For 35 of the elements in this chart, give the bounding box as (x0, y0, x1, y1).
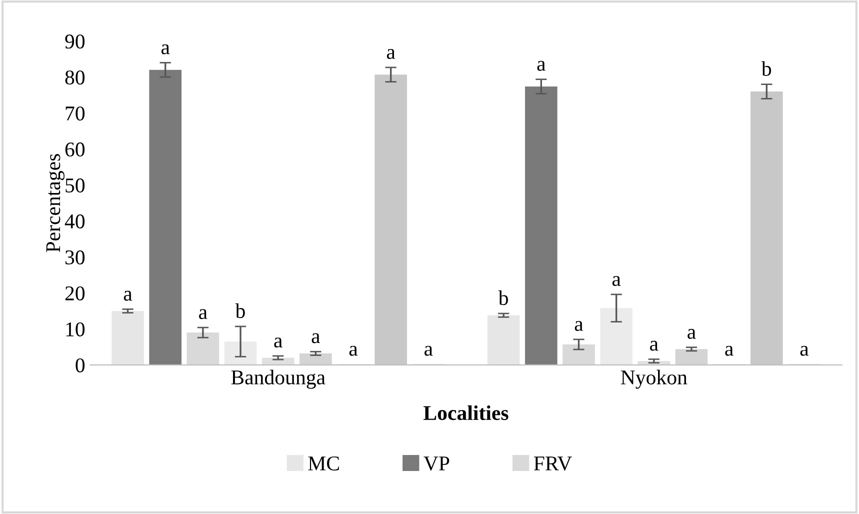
legend-label: VP (424, 456, 450, 471)
y-tick-label: 10 (66, 322, 85, 336)
y-tick-label: 30 (65, 250, 85, 264)
data-label: a (688, 328, 696, 339)
data-label: a (312, 333, 320, 344)
data-label: a (161, 44, 170, 54)
y-axis-title: Percentages (46, 154, 64, 252)
legend-label: FRV (534, 456, 572, 471)
data-label: a (424, 346, 433, 356)
y-tick-label: 70 (66, 106, 85, 121)
data-label: a (574, 321, 584, 331)
y-tick-label: 50 (66, 178, 85, 192)
data-label: a (124, 290, 132, 301)
data-label: b (761, 61, 772, 76)
x-tick-label: Bandounga (231, 370, 326, 389)
x-tick-label: Nyokon (620, 370, 688, 389)
x-axis-title: Localities (424, 405, 508, 420)
data-label: a (199, 309, 208, 320)
y-tick-label: 80 (65, 70, 85, 85)
data-label: b (498, 290, 508, 306)
data-label: a (612, 276, 621, 286)
data-label: a (386, 49, 396, 59)
y-tick-label: 60 (65, 142, 85, 156)
y-tick-label: 20 (65, 286, 85, 300)
data-label: a (537, 60, 546, 71)
y-tick-label: 0 (76, 358, 85, 372)
data-label: a (274, 338, 282, 348)
data-label: a (650, 340, 658, 351)
y-tick-label: 90 (65, 34, 85, 49)
data-label: a (725, 346, 734, 356)
data-label: a (349, 346, 358, 356)
y-tick-label: 40 (64, 214, 85, 228)
data-label: a (800, 346, 809, 356)
data-label: b (235, 303, 245, 318)
legend-label: MC (308, 456, 339, 470)
